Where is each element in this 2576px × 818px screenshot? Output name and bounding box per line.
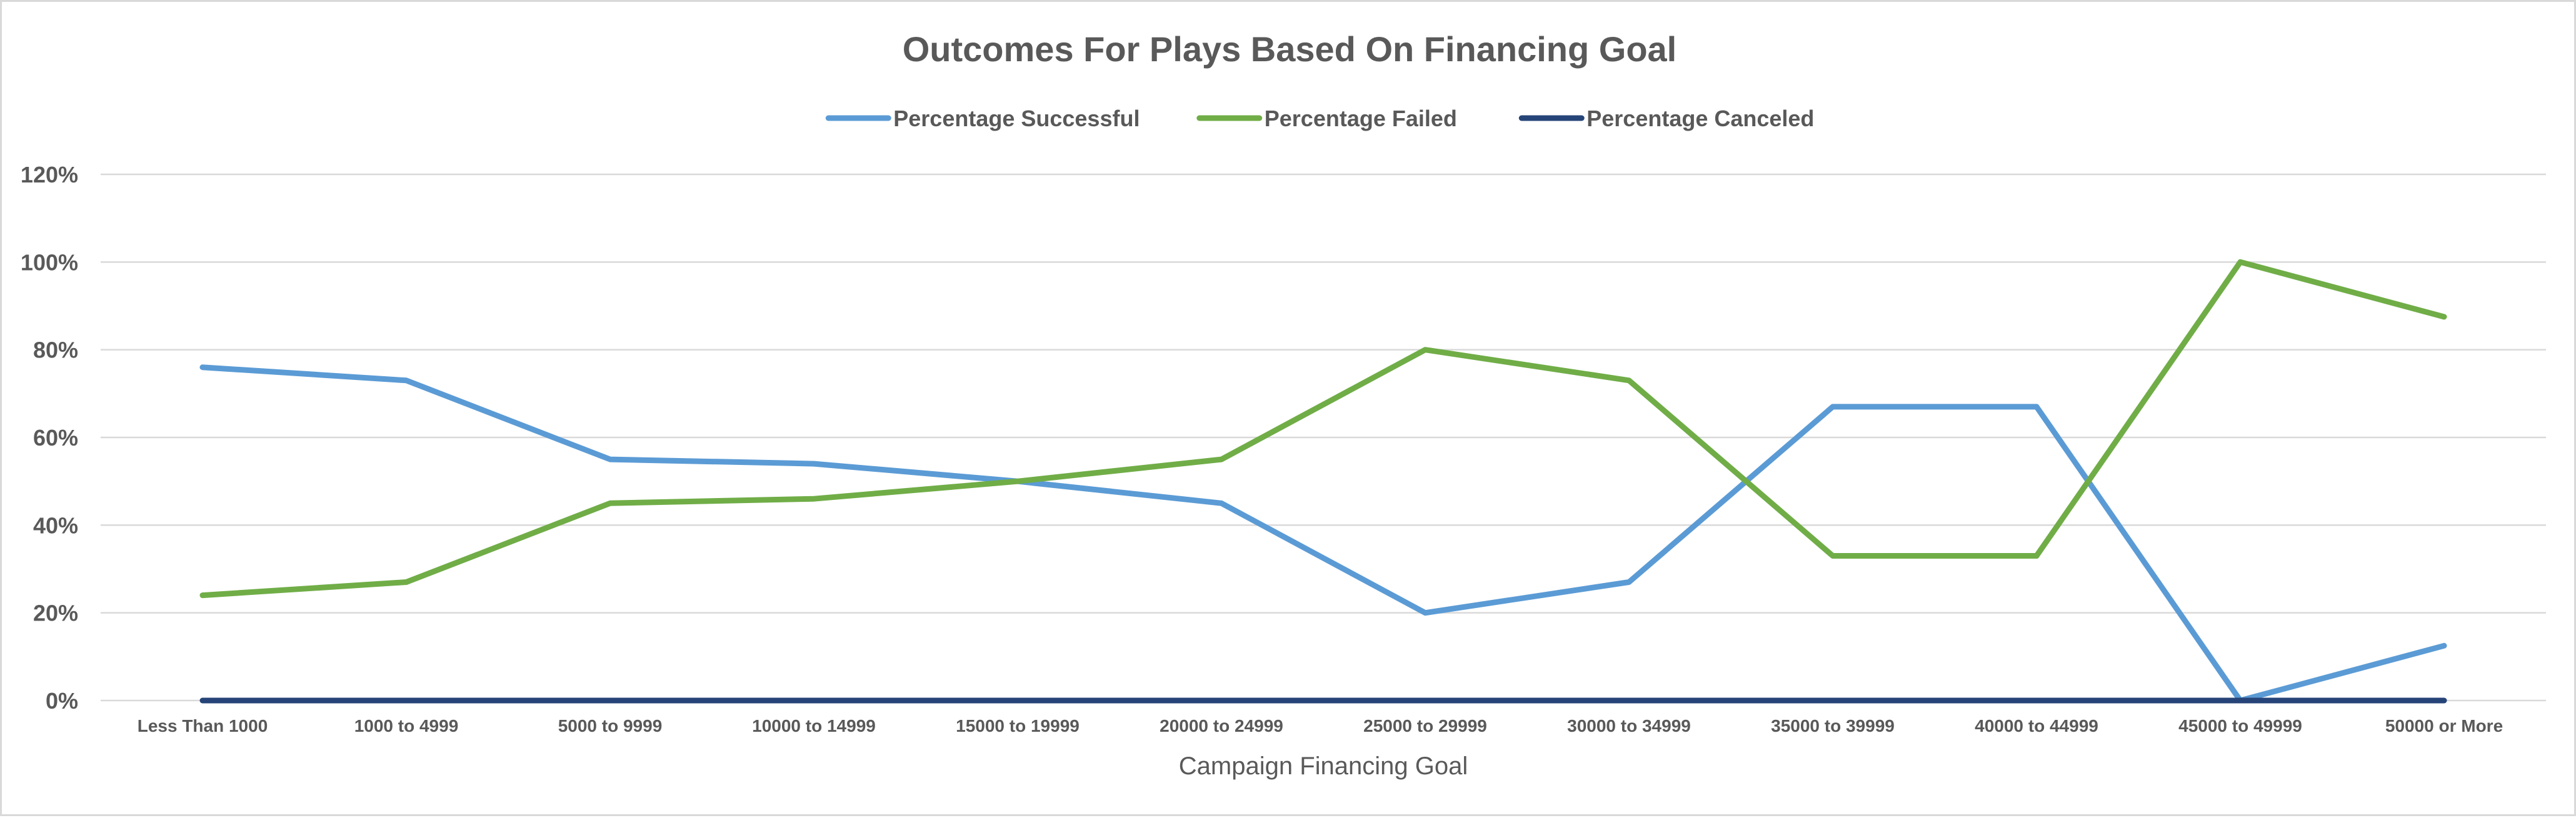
x-axis-tick-labels: Less Than 1000 1000 to 4999 5000 to 9999 10… bbox=[138, 716, 2503, 736]
legend-label: Percentage Canceled bbox=[1586, 106, 1814, 131]
x-tick-label: 30000 to 34999 bbox=[1567, 716, 1691, 736]
y-tick-label: 120% bbox=[21, 162, 78, 187]
x-tick-label: Less Than 1000 bbox=[138, 716, 268, 736]
x-tick-label: 50000 or More bbox=[2385, 716, 2503, 736]
x-tick-label: 35000 to 39999 bbox=[1771, 716, 1895, 736]
series-line-percentage-successful bbox=[203, 367, 2444, 701]
legend: Percentage Successful Percentage Failed Pe… bbox=[828, 106, 1814, 131]
y-tick-label: 60% bbox=[33, 425, 78, 451]
x-tick-label: 45000 to 49999 bbox=[2178, 716, 2302, 736]
x-tick-label: 20000 to 24999 bbox=[1160, 716, 1283, 736]
y-tick-label: 80% bbox=[33, 337, 78, 363]
x-tick-label: 40000 to 44999 bbox=[1975, 716, 2098, 736]
series-lines bbox=[203, 262, 2444, 701]
x-tick-label: 1000 to 4999 bbox=[354, 716, 459, 736]
x-tick-label: 25000 to 29999 bbox=[1363, 716, 1487, 736]
y-tick-label: 100% bbox=[21, 249, 78, 275]
series-line-percentage-failed bbox=[203, 262, 2444, 595]
y-tick-label: 20% bbox=[33, 601, 78, 626]
x-tick-label: 10000 to 14999 bbox=[752, 716, 876, 736]
y-tick-label: 0% bbox=[46, 688, 78, 714]
x-tick-label: 15000 to 19999 bbox=[956, 716, 1080, 736]
legend-label: Percentage Successful bbox=[893, 106, 1140, 131]
x-tick-label: 5000 to 9999 bbox=[558, 716, 663, 736]
chart-title: Outcomes For Plays Based On Financing Go… bbox=[903, 29, 1677, 69]
gridlines bbox=[101, 174, 2546, 701]
y-axis-tick-labels: 0% 20% 40% 60% 80% 100% 120% bbox=[21, 162, 78, 714]
y-tick-label: 40% bbox=[33, 512, 78, 538]
legend-label: Percentage Failed bbox=[1265, 106, 1457, 131]
x-axis-title: Campaign Financing Goal bbox=[1179, 752, 1468, 780]
